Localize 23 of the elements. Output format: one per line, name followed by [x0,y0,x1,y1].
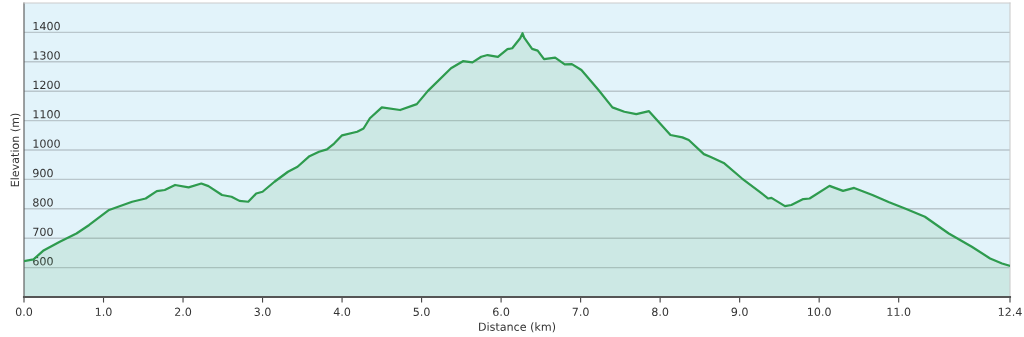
y-tick-label: 1100 [33,110,60,119]
y-tick-label: 1300 [33,51,60,60]
x-tick-label: 3.0 [254,307,271,317]
x-axis-title: Distance (km) [479,322,556,333]
y-tick-label: 1000 [33,139,60,148]
y-tick-label: 800 [33,198,53,207]
x-tick-label: 6.0 [493,307,510,317]
y-tick-label: 1400 [33,21,60,31]
x-tick-label: 0.0 [15,307,33,317]
x-tick-label: 5.0 [413,307,430,317]
x-tick-label: 12.4 [998,307,1022,316]
y-tick-label: 900 [33,168,53,178]
x-tick-label: 1.0 [95,307,112,317]
y-axis-title: Elevation (m) [10,113,21,187]
x-tick-label: 9.0 [731,307,748,317]
x-tick-label: 4.0 [333,307,351,317]
y-tick-label: 1200 [33,80,60,90]
x-tick-label: 2.0 [175,307,192,317]
x-tick-label: 7.0 [572,307,589,317]
x-tick-label: 11.0 [887,307,911,317]
x-tick-label: 10.0 [808,307,831,317]
x-tick-label: 8.0 [652,307,669,317]
y-tick-label: 700 [33,227,53,237]
